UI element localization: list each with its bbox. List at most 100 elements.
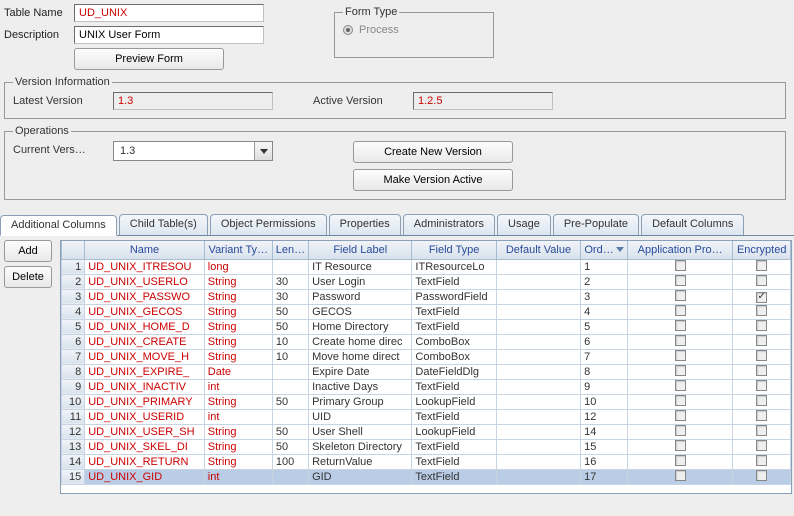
cell[interactable]: Skeleton Directory <box>309 439 412 454</box>
table-row[interactable]: 12UD_UNIX_USER_SHString50User ShellLooku… <box>62 424 791 439</box>
cell[interactable] <box>496 379 580 394</box>
col-header[interactable]: Name <box>85 241 205 259</box>
cell[interactable] <box>272 379 308 394</box>
table-row[interactable]: 10UD_UNIX_PRIMARYString50Primary GroupLo… <box>62 394 791 409</box>
cell[interactable]: Home Directory <box>309 319 412 334</box>
cell[interactable]: ReturnValue <box>309 454 412 469</box>
cell-name[interactable]: UD_UNIX_EXPIRE_ <box>85 364 205 379</box>
table-row[interactable]: 14UD_UNIX_RETURNString100ReturnValueText… <box>62 454 791 469</box>
app-profile-checkbox[interactable] <box>675 275 686 286</box>
cell-variant-type[interactable]: String <box>204 304 272 319</box>
cell-name[interactable]: UD_UNIX_CREATE <box>85 334 205 349</box>
table-row[interactable]: 5UD_UNIX_HOME_DString50Home DirectoryTex… <box>62 319 791 334</box>
tab-administrators[interactable]: Administrators <box>403 214 495 235</box>
cell[interactable]: Inactive Days <box>309 379 412 394</box>
row-number[interactable]: 5 <box>62 319 85 334</box>
process-radio[interactable] <box>343 25 353 35</box>
encrypted-checkbox[interactable] <box>756 305 767 316</box>
app-profile-checkbox[interactable] <box>675 350 686 361</box>
col-header[interactable]: Ord… <box>581 241 628 259</box>
cell[interactable]: 9 <box>581 379 628 394</box>
preview-form-button[interactable]: Preview Form <box>74 48 224 70</box>
cell[interactable]: TextField <box>412 454 496 469</box>
cell[interactable]: 5 <box>581 319 628 334</box>
encrypted-checkbox[interactable] <box>756 455 767 466</box>
cell[interactable]: LookupField <box>412 394 496 409</box>
cell[interactable]: 10 <box>581 394 628 409</box>
cell-variant-type[interactable]: String <box>204 424 272 439</box>
cell[interactable]: 4 <box>581 304 628 319</box>
app-profile-checkbox[interactable] <box>675 290 686 301</box>
cell[interactable] <box>496 259 580 274</box>
cell-variant-type[interactable]: String <box>204 349 272 364</box>
cell[interactable]: TextField <box>412 274 496 289</box>
encrypted-checkbox[interactable] <box>756 395 767 406</box>
cell[interactable]: 10 <box>272 349 308 364</box>
cell-name[interactable]: UD_UNIX_PASSWO <box>85 289 205 304</box>
encrypted-checkbox[interactable] <box>756 440 767 451</box>
table-row[interactable]: 7UD_UNIX_MOVE_HString10Move home directC… <box>62 349 791 364</box>
cell[interactable]: TextField <box>412 379 496 394</box>
cell[interactable]: 50 <box>272 304 308 319</box>
cell[interactable] <box>496 349 580 364</box>
create-new-version-button[interactable]: Create New Version <box>353 141 513 163</box>
cell[interactable]: 50 <box>272 424 308 439</box>
cell[interactable]: Password <box>309 289 412 304</box>
app-profile-checkbox[interactable] <box>675 395 686 406</box>
add-button[interactable]: Add <box>4 240 52 262</box>
app-profile-checkbox[interactable] <box>675 320 686 331</box>
cell[interactable] <box>272 259 308 274</box>
app-profile-checkbox[interactable] <box>675 455 686 466</box>
cell-variant-type[interactable]: String <box>204 289 272 304</box>
cell[interactable]: TextField <box>412 304 496 319</box>
cell[interactable]: GECOS <box>309 304 412 319</box>
col-header[interactable]: Len… <box>272 241 308 259</box>
cell[interactable] <box>496 304 580 319</box>
table-row[interactable]: 6UD_UNIX_CREATEString10Create home direc… <box>62 334 791 349</box>
table-row[interactable]: 11UD_UNIX_USERIDintUIDTextField12 <box>62 409 791 424</box>
row-number[interactable]: 10 <box>62 394 85 409</box>
cell[interactable] <box>496 424 580 439</box>
cell[interactable]: DateFieldDlg <box>412 364 496 379</box>
cell[interactable] <box>272 409 308 424</box>
cell-name[interactable]: UD_UNIX_MOVE_H <box>85 349 205 364</box>
cell[interactable]: 100 <box>272 454 308 469</box>
row-number[interactable]: 1 <box>62 259 85 274</box>
cell[interactable]: 14 <box>581 424 628 439</box>
col-header[interactable] <box>62 241 85 259</box>
row-number[interactable]: 15 <box>62 469 85 484</box>
encrypted-checkbox[interactable] <box>756 260 767 271</box>
cell[interactable]: 6 <box>581 334 628 349</box>
cell-name[interactable]: UD_UNIX_GID <box>85 469 205 484</box>
col-header[interactable]: Encrypted <box>733 241 791 259</box>
cell-name[interactable]: UD_UNIX_SKEL_DI <box>85 439 205 454</box>
cell[interactable]: Move home direct <box>309 349 412 364</box>
cell-variant-type[interactable]: String <box>204 334 272 349</box>
app-profile-checkbox[interactable] <box>675 410 686 421</box>
cell[interactable] <box>496 364 580 379</box>
table-row[interactable]: 15UD_UNIX_GIDintGIDTextField17 <box>62 469 791 484</box>
cell[interactable]: TextField <box>412 439 496 454</box>
table-row[interactable]: 1UD_UNIX_ITRESOUlongIT ResourceITResourc… <box>62 259 791 274</box>
cell[interactable]: 2 <box>581 274 628 289</box>
cell[interactable]: 50 <box>272 439 308 454</box>
cell-name[interactable]: UD_UNIX_RETURN <box>85 454 205 469</box>
col-header[interactable]: Field Type <box>412 241 496 259</box>
encrypted-checkbox[interactable] <box>756 470 767 481</box>
cell[interactable]: 30 <box>272 289 308 304</box>
encrypted-checkbox[interactable] <box>756 350 767 361</box>
cell-variant-type[interactable]: int <box>204 469 272 484</box>
col-header[interactable]: Variant Ty… <box>204 241 272 259</box>
cell[interactable] <box>496 334 580 349</box>
row-number[interactable]: 8 <box>62 364 85 379</box>
tab-properties[interactable]: Properties <box>329 214 401 235</box>
cell[interactable]: TextField <box>412 319 496 334</box>
cell[interactable]: 50 <box>272 394 308 409</box>
table-row[interactable]: 9UD_UNIX_INACTIVintInactive DaysTextFiel… <box>62 379 791 394</box>
cell[interactable]: 30 <box>272 274 308 289</box>
col-header[interactable]: Application Pro… <box>627 241 732 259</box>
table-row[interactable]: 3UD_UNIX_PASSWOString30PasswordPasswordF… <box>62 289 791 304</box>
encrypted-checkbox[interactable] <box>756 292 767 303</box>
app-profile-checkbox[interactable] <box>675 425 686 436</box>
description-field[interactable] <box>74 26 264 44</box>
